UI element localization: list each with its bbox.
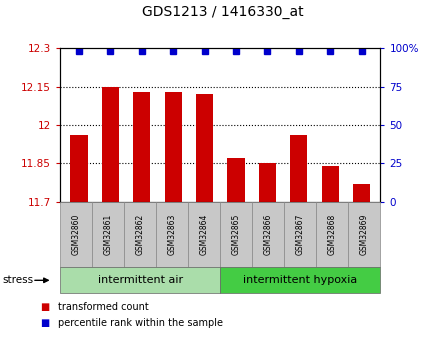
Bar <box>70 135 88 202</box>
Text: GSM32861: GSM32861 <box>104 214 113 255</box>
Text: intermittent air: intermittent air <box>97 275 183 285</box>
Text: GSM32860: GSM32860 <box>72 214 81 255</box>
Bar <box>353 184 370 202</box>
Bar <box>102 87 119 202</box>
Bar <box>227 158 245 202</box>
Text: GSM32869: GSM32869 <box>360 214 369 255</box>
Text: stress: stress <box>2 275 33 285</box>
Text: GSM32867: GSM32867 <box>296 214 305 255</box>
Bar <box>165 92 182 202</box>
Text: GDS1213 / 1416330_at: GDS1213 / 1416330_at <box>142 5 303 19</box>
Text: GSM32864: GSM32864 <box>200 214 209 255</box>
Text: GSM32865: GSM32865 <box>232 214 241 255</box>
Text: ■: ■ <box>40 318 49 327</box>
Bar <box>133 92 150 202</box>
Text: percentile rank within the sample: percentile rank within the sample <box>58 318 223 327</box>
Bar <box>259 164 276 202</box>
Text: GSM32866: GSM32866 <box>264 214 273 255</box>
Text: GSM32868: GSM32868 <box>328 214 337 255</box>
Text: transformed count: transformed count <box>58 302 149 312</box>
Text: intermittent hypoxia: intermittent hypoxia <box>243 275 357 285</box>
Text: ■: ■ <box>40 302 49 312</box>
Text: GSM32863: GSM32863 <box>168 214 177 255</box>
Bar <box>322 166 339 202</box>
Bar <box>196 95 213 202</box>
Text: GSM32862: GSM32862 <box>136 214 145 255</box>
Bar <box>290 135 307 202</box>
